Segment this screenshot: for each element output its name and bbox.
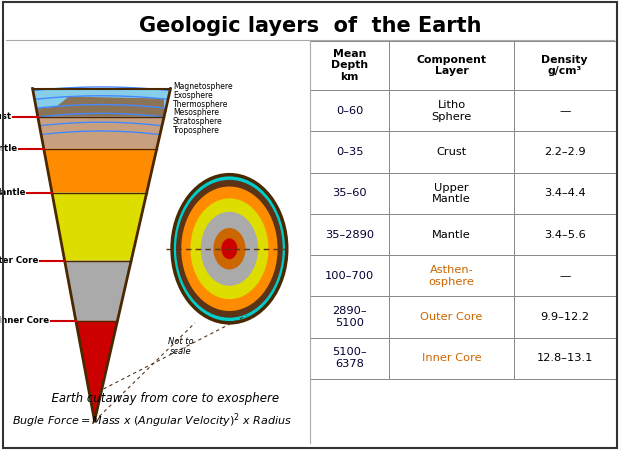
Text: Stratosphere: Stratosphere — [173, 117, 223, 126]
Polygon shape — [38, 117, 164, 148]
Text: Earth cutaway from core to exosphere: Earth cutaway from core to exosphere — [43, 392, 279, 405]
Polygon shape — [33, 89, 170, 117]
Polygon shape — [76, 321, 117, 421]
Text: Crust: Crust — [436, 147, 467, 157]
Circle shape — [213, 228, 246, 270]
Bar — [514, 173, 616, 214]
Circle shape — [201, 212, 258, 286]
Bar — [389, 131, 514, 173]
Text: Exosphere: Exosphere — [173, 91, 213, 100]
Bar — [389, 297, 514, 338]
Bar — [389, 90, 514, 131]
Bar — [389, 338, 514, 379]
Text: $\it{Bugle\ Force = Mass\ x\ (Angular\ Velocity)^{2}\ x\ Radius}$: $\it{Bugle\ Force = Mass\ x\ (Angular\ V… — [12, 411, 292, 430]
Text: Upper
Mantle: Upper Mantle — [432, 183, 471, 204]
Text: 5100–
6378: 5100– 6378 — [332, 347, 367, 369]
Text: Density
g/cm³: Density g/cm³ — [541, 54, 588, 76]
Bar — [389, 214, 514, 255]
Text: 35–2890: 35–2890 — [325, 230, 374, 239]
Bar — [310, 338, 389, 379]
Bar — [389, 40, 514, 90]
Text: 100–700: 100–700 — [325, 271, 374, 281]
Circle shape — [190, 198, 268, 299]
Text: 3.4–4.4: 3.4–4.4 — [544, 188, 585, 198]
Text: Crust: Crust — [0, 112, 11, 121]
Bar — [514, 90, 616, 131]
Text: Outer Core: Outer Core — [0, 256, 38, 265]
Text: Upper Mantle: Upper Mantle — [0, 144, 17, 153]
Circle shape — [181, 186, 278, 311]
Bar — [389, 173, 514, 214]
Text: Thermosphere: Thermosphere — [173, 100, 228, 109]
Bar — [310, 90, 389, 131]
Bar — [310, 297, 389, 338]
Text: Litho
Sphere: Litho Sphere — [432, 100, 472, 122]
Text: 0–35: 0–35 — [336, 147, 363, 157]
Text: Mantle: Mantle — [0, 188, 25, 197]
Text: 2.2–2.9: 2.2–2.9 — [544, 147, 585, 157]
Text: Inner Core: Inner Core — [0, 316, 50, 325]
Text: Magnetosphere: Magnetosphere — [173, 82, 232, 91]
Text: Asthen-
osphere: Asthen- osphere — [428, 265, 474, 287]
Text: —: — — [559, 271, 570, 281]
Text: Inner Core: Inner Core — [422, 353, 482, 363]
Text: 35–60: 35–60 — [332, 188, 367, 198]
Text: Not to
scale: Not to scale — [168, 337, 193, 356]
Polygon shape — [52, 193, 147, 261]
Text: Mesosphere: Mesosphere — [173, 108, 219, 117]
Bar — [514, 338, 616, 379]
Bar — [310, 40, 389, 90]
Bar — [514, 255, 616, 297]
Text: —: — — [559, 106, 570, 116]
Bar — [514, 214, 616, 255]
Text: 0–60: 0–60 — [336, 106, 363, 116]
Circle shape — [176, 180, 283, 318]
Text: 9.9–12.2: 9.9–12.2 — [540, 312, 589, 322]
Bar — [514, 40, 616, 90]
Circle shape — [221, 238, 237, 259]
Text: Component
Layer: Component Layer — [417, 54, 487, 76]
Bar — [310, 173, 389, 214]
Text: Troposphere: Troposphere — [173, 126, 220, 135]
Text: Geologic layers  of  the Earth: Geologic layers of the Earth — [139, 16, 481, 36]
Polygon shape — [38, 97, 164, 117]
Text: 2890–
5100: 2890– 5100 — [332, 306, 367, 328]
Bar — [514, 131, 616, 173]
Bar — [389, 255, 514, 297]
Polygon shape — [64, 261, 131, 321]
Bar — [310, 131, 389, 173]
Text: Mean
Depth
km: Mean Depth km — [331, 49, 368, 82]
Bar — [310, 255, 389, 297]
Text: Outer Core: Outer Core — [420, 312, 483, 322]
Text: Mantle: Mantle — [432, 230, 471, 239]
Circle shape — [172, 175, 286, 323]
Polygon shape — [44, 148, 157, 193]
Text: 3.4–5.6: 3.4–5.6 — [544, 230, 586, 239]
Bar — [310, 214, 389, 255]
Text: 12.8–13.1: 12.8–13.1 — [536, 353, 593, 363]
Bar — [514, 297, 616, 338]
